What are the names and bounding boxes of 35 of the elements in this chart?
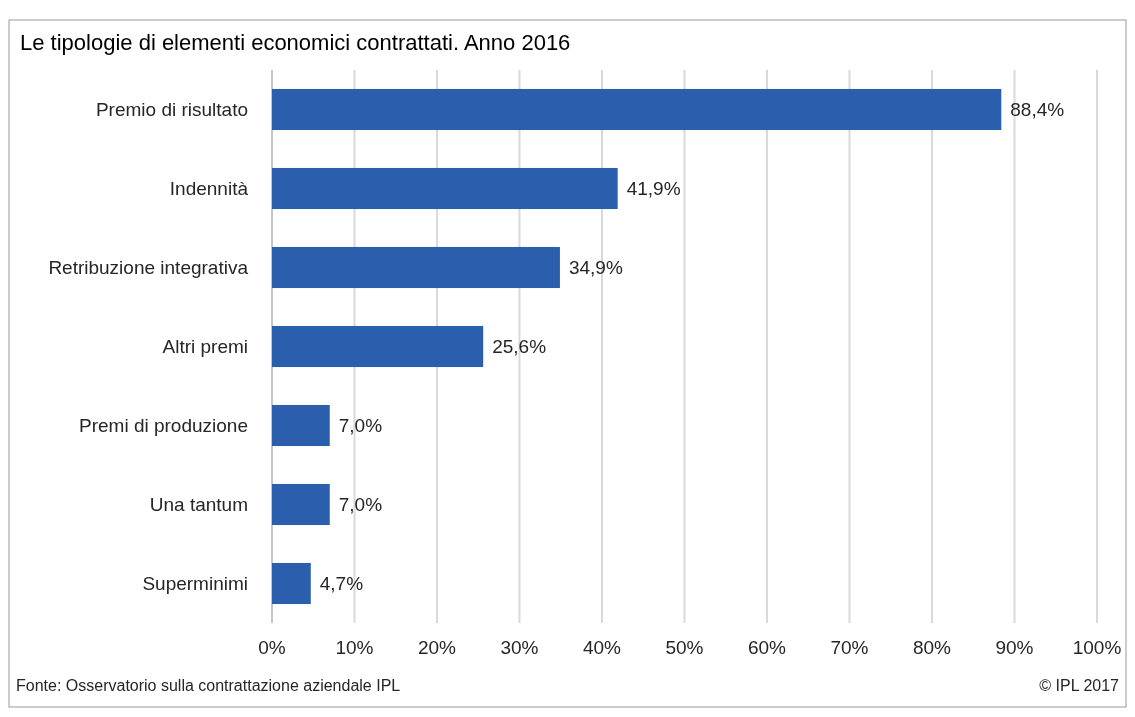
x-tick-label: 10%: [335, 636, 374, 658]
x-tick-label: 80%: [912, 636, 952, 658]
x-tick-label: 60%: [747, 636, 787, 658]
y-tick-label: Indennità: [169, 178, 249, 200]
y-tick-label: Retribuzione integrativa: [48, 257, 249, 279]
text: © IPL 2017: [1039, 677, 1120, 694]
chart-title: Le tipologie di elementi economici contrattati. Anno 2016: [20, 30, 571, 55]
bar: [272, 88, 1002, 131]
x-tick-label: 50%: [665, 636, 704, 658]
x-tick-label: 70%: [830, 636, 869, 658]
y-tick-label: Premi di produzione: [79, 415, 248, 437]
y-tick-label: Una tantum: [149, 494, 248, 516]
source-note: Fonte: Osservatorio sulla contrattazione aziendale IPL: [16, 677, 401, 694]
data-label: 7,0%: [338, 494, 383, 516]
bar: [272, 246, 560, 289]
data-label: 4,7%: [319, 573, 364, 595]
x-tick-label: 40%: [582, 636, 622, 658]
bar: [272, 404, 330, 447]
x-tick-label: 20%: [417, 636, 457, 658]
y-tick-label: Altri premi: [162, 336, 248, 358]
x-tick-label: 90%: [995, 636, 1034, 658]
y-tick-label: Premio di risultato: [95, 99, 248, 121]
bar: [272, 562, 311, 605]
data-label: 34,9%: [568, 257, 623, 279]
x-tick-label: 30%: [500, 636, 539, 658]
data-label: 25,6%: [492, 336, 547, 358]
data-label: 41,9%: [626, 178, 681, 200]
bar: [272, 167, 618, 210]
bar: [272, 325, 484, 368]
data-label: 7,0%: [338, 415, 383, 437]
x-tick-label: 100%: [1072, 636, 1122, 658]
y-tick-label: Superminimi: [142, 573, 248, 595]
x-tick-label: 0%: [258, 636, 286, 658]
bar: [272, 483, 330, 526]
data-label: 88,4%: [1010, 99, 1065, 121]
